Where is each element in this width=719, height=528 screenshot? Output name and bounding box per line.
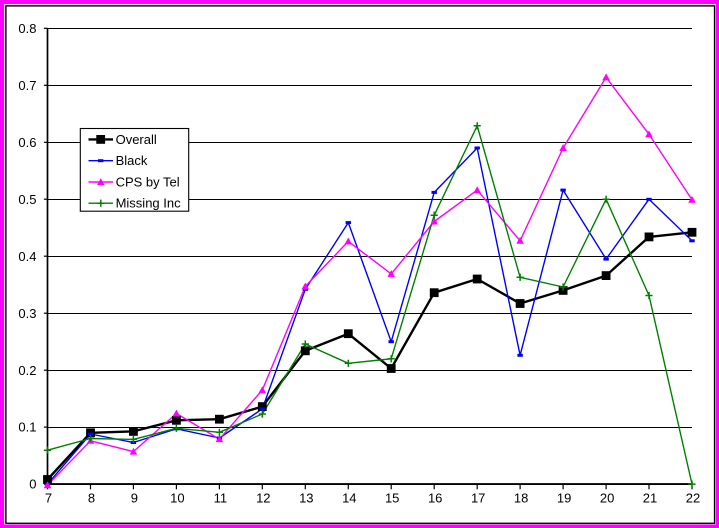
svg-text:Missing Inc: Missing Inc	[116, 196, 182, 211]
svg-text:7: 7	[45, 491, 52, 506]
svg-text:11: 11	[214, 491, 228, 506]
svg-text:19: 19	[557, 491, 571, 506]
svg-text:0.8: 0.8	[18, 21, 36, 36]
svg-text:8: 8	[88, 491, 95, 506]
svg-text:0.3: 0.3	[18, 306, 36, 321]
svg-text:Black: Black	[116, 153, 148, 168]
svg-text:16: 16	[428, 491, 442, 506]
svg-text:0.2: 0.2	[18, 363, 36, 378]
svg-text:22: 22	[686, 491, 700, 506]
svg-text:9: 9	[131, 491, 138, 506]
svg-text:21: 21	[643, 491, 657, 506]
svg-text:20: 20	[600, 491, 614, 506]
svg-text:12: 12	[256, 491, 270, 506]
svg-text:0: 0	[29, 477, 36, 492]
svg-text:0.1: 0.1	[18, 420, 36, 435]
svg-text:0.5: 0.5	[18, 192, 36, 207]
svg-text:13: 13	[299, 491, 313, 506]
svg-text:0.7: 0.7	[18, 78, 36, 93]
svg-text:CPS by Tel: CPS by Tel	[116, 174, 180, 189]
svg-text:14: 14	[342, 491, 356, 506]
svg-text:0.6: 0.6	[18, 135, 36, 150]
svg-text:Overall: Overall	[116, 132, 157, 147]
svg-text:0.4: 0.4	[18, 249, 36, 264]
svg-text:18: 18	[514, 491, 528, 506]
svg-text:15: 15	[385, 491, 399, 506]
svg-text:10: 10	[170, 491, 184, 506]
svg-text:17: 17	[471, 491, 485, 506]
